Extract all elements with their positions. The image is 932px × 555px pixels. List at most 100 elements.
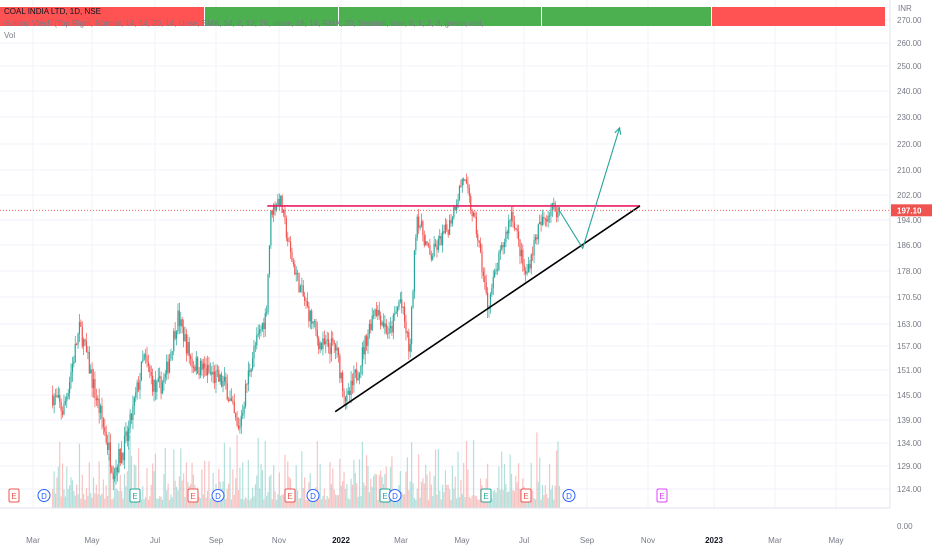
dividend-marker-1[interactable]: D xyxy=(37,489,51,502)
candle-body-66 xyxy=(145,354,147,357)
projection-arrow-icon xyxy=(614,126,622,135)
volume-bar-269 xyxy=(430,484,432,508)
volume-bar-341 xyxy=(532,490,534,508)
earnings-marker-2[interactable]: E xyxy=(129,488,141,503)
volume-bar-125 xyxy=(228,483,230,508)
time-tick-10: Nov xyxy=(641,536,655,545)
volume-bar-267 xyxy=(427,499,430,508)
candle-body-306 xyxy=(482,271,484,276)
time-axis[interactable]: Mar May Jul Sep Nov 2022 Mar May Jul Sep Nov 2023 Ma… xyxy=(0,507,890,550)
candle-body-4 xyxy=(57,394,59,398)
candle-body-95 xyxy=(185,334,188,354)
volume-bar-225 xyxy=(368,492,370,508)
event-marker-label: D xyxy=(215,492,221,501)
candle-body-232 xyxy=(378,309,380,316)
candle-body-315 xyxy=(495,269,497,272)
volume-bar-131 xyxy=(236,434,238,508)
candle-body-104 xyxy=(198,373,200,376)
volume-bar-20 xyxy=(80,498,82,508)
volume-bar-22 xyxy=(83,493,85,508)
event-marker-label: E xyxy=(132,492,137,501)
volume-bar-268 xyxy=(429,471,431,508)
candle-body-111 xyxy=(208,364,210,373)
price-tick-3: 240.00 xyxy=(897,87,922,96)
candle-body-244 xyxy=(395,311,397,314)
volume-bar-133 xyxy=(239,468,241,508)
candle-body-7 xyxy=(61,410,64,415)
candle-body-48 xyxy=(119,448,121,463)
earnings-marker-0[interactable]: E xyxy=(8,488,20,503)
earnings-marker-3[interactable]: E xyxy=(187,488,199,503)
volume-bar-106 xyxy=(201,469,203,508)
candle-body-345 xyxy=(537,224,539,240)
volume-bar-277 xyxy=(441,484,444,508)
candle-body-302 xyxy=(477,234,479,241)
candle-body-344 xyxy=(536,237,538,240)
dividend-marker-11[interactable]: D xyxy=(562,489,576,502)
volume-bar-1 xyxy=(53,471,55,508)
volume-bar-320 xyxy=(502,490,504,508)
candle-body-349 xyxy=(543,216,545,219)
volume-bar-135 xyxy=(242,462,244,508)
volume-bar-284 xyxy=(451,465,454,508)
volume-bar-136 xyxy=(243,499,245,508)
panel-segment-2 xyxy=(339,7,541,26)
candle-body-348 xyxy=(541,216,544,226)
volume-bar-61 xyxy=(137,448,140,508)
volume-bar-211 xyxy=(349,499,351,508)
candle-body-170 xyxy=(291,252,293,262)
volume-bar-63 xyxy=(140,499,142,508)
volume-bar-149 xyxy=(261,470,264,508)
candle-body-321 xyxy=(503,242,506,248)
candle-body-303 xyxy=(478,240,480,243)
price-axis[interactable]: INR 270.00 260.00 250.00 240.00 230.00 220.00 2… xyxy=(889,0,932,550)
earnings-marker-5[interactable]: E xyxy=(284,488,296,503)
candle-body-241 xyxy=(391,326,393,333)
earnings-marker-10[interactable]: E xyxy=(520,488,532,503)
candle-body-265 xyxy=(425,241,427,246)
dividend-marker-6[interactable]: D xyxy=(306,489,320,502)
time-tick-8: Jul xyxy=(519,536,529,545)
volume-bar-348 xyxy=(541,484,544,508)
volume-bar-280 xyxy=(446,484,448,508)
volume-bar-173 xyxy=(295,465,297,508)
volume-bar-62 xyxy=(139,497,141,508)
volume-bar-129 xyxy=(233,495,235,508)
event-marker-label: E xyxy=(382,492,387,501)
volume-bar-219 xyxy=(360,496,362,508)
candle-body-41 xyxy=(109,442,112,467)
candle-body-229 xyxy=(374,309,376,316)
candle-body-125 xyxy=(228,399,230,402)
candle-body-339 xyxy=(529,264,531,269)
candle-body-96 xyxy=(187,342,189,354)
volume-bar-81 xyxy=(166,490,168,508)
candle-body-296 xyxy=(468,188,470,197)
volume-bar-29 xyxy=(92,477,95,508)
volume-bar-237 xyxy=(385,466,387,508)
volume-bar-281 xyxy=(447,484,449,508)
candle-body-18 xyxy=(77,333,79,345)
event-marker-label: E xyxy=(659,492,664,501)
earnings-marker-9[interactable]: E xyxy=(480,488,492,503)
price-tick-20: 0.00 xyxy=(897,522,913,531)
candle-body-299 xyxy=(472,212,475,217)
volume-bar-286 xyxy=(454,476,456,508)
volume-bar-347 xyxy=(540,499,542,508)
dividend-marker-8[interactable]: D xyxy=(388,489,402,502)
candle-body-238 xyxy=(387,332,389,334)
candle-body-29 xyxy=(92,379,95,388)
dividend-marker-4[interactable]: D xyxy=(211,489,225,502)
candle-body-153 xyxy=(267,274,269,313)
drawings[interactable] xyxy=(0,126,890,413)
earnings-marker-12[interactable]: E xyxy=(656,488,668,503)
volume-bar-12 xyxy=(69,485,71,508)
candle-body-212 xyxy=(350,380,352,396)
volume-bar-39 xyxy=(107,495,109,508)
candle-body-132 xyxy=(237,425,240,429)
candle-body-235 xyxy=(382,322,385,327)
volume-bar-146 xyxy=(257,437,259,508)
volume-bar-273 xyxy=(436,494,438,508)
